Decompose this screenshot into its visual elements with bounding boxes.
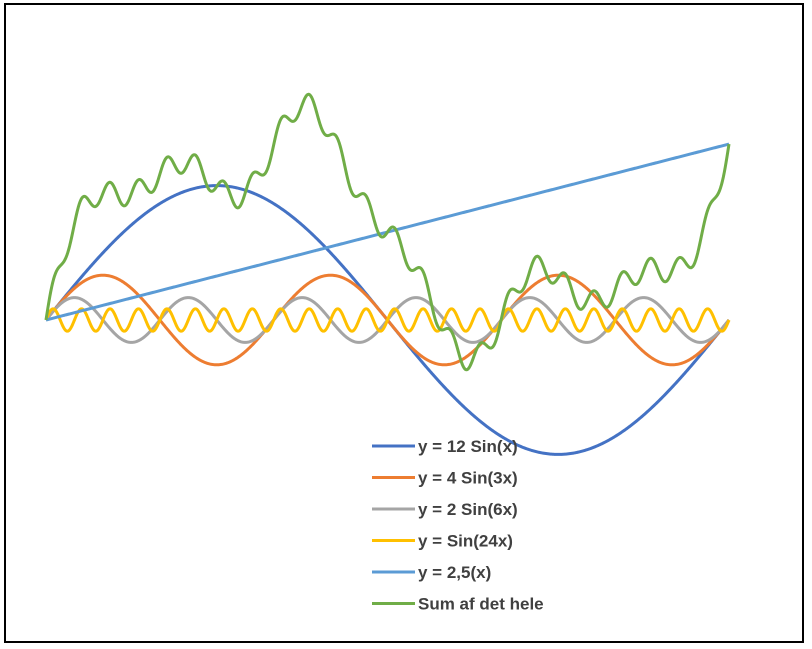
- legend-label-2: y = 4 Sin(3x): [418, 469, 518, 488]
- legend-label-4: y = Sin(24x): [418, 532, 513, 551]
- legend: y = 12 Sin(x) y = 4 Sin(3x) y = 2 Sin(6x) y…: [372, 437, 544, 614]
- series-line-6: [44, 92, 731, 372]
- series-line-4: [44, 307, 731, 333]
- series-layer: [44, 92, 731, 456]
- legend-label-1: y = 12 Sin(x): [418, 437, 518, 456]
- legend-label-6: Sum af det hele: [418, 595, 544, 614]
- legend-label-5: y = 2,5(x): [418, 563, 491, 582]
- legend-label-3: y = 2 Sin(6x): [418, 500, 518, 519]
